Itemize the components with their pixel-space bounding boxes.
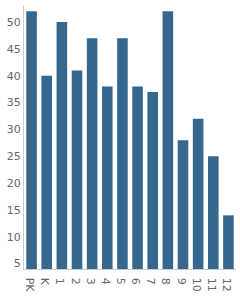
- svg-text:40: 40: [7, 70, 21, 83]
- svg-text:25: 25: [7, 150, 21, 163]
- svg-text:K: K: [38, 278, 51, 286]
- svg-text:2: 2: [69, 278, 82, 285]
- svg-text:10: 10: [7, 231, 21, 244]
- svg-text:15: 15: [7, 204, 21, 217]
- svg-text:10: 10: [190, 278, 203, 292]
- svg-text:30: 30: [7, 123, 21, 136]
- svg-text:1: 1: [53, 278, 66, 285]
- svg-text:11: 11: [205, 278, 218, 292]
- svg-text:5: 5: [114, 278, 127, 285]
- svg-text:4: 4: [99, 278, 112, 285]
- svg-text:50: 50: [7, 16, 21, 29]
- svg-text:35: 35: [7, 96, 21, 109]
- svg-text:3: 3: [84, 278, 97, 285]
- svg-text:12: 12: [220, 278, 233, 292]
- svg-text:7: 7: [144, 278, 157, 285]
- svg-text:8: 8: [159, 278, 172, 285]
- svg-text:5: 5: [14, 257, 21, 270]
- svg-text:6: 6: [129, 278, 142, 285]
- svg-text:PK: PK: [23, 278, 36, 293]
- svg-text:9: 9: [175, 278, 188, 285]
- svg-text:20: 20: [7, 177, 21, 190]
- svg-text:45: 45: [7, 43, 21, 56]
